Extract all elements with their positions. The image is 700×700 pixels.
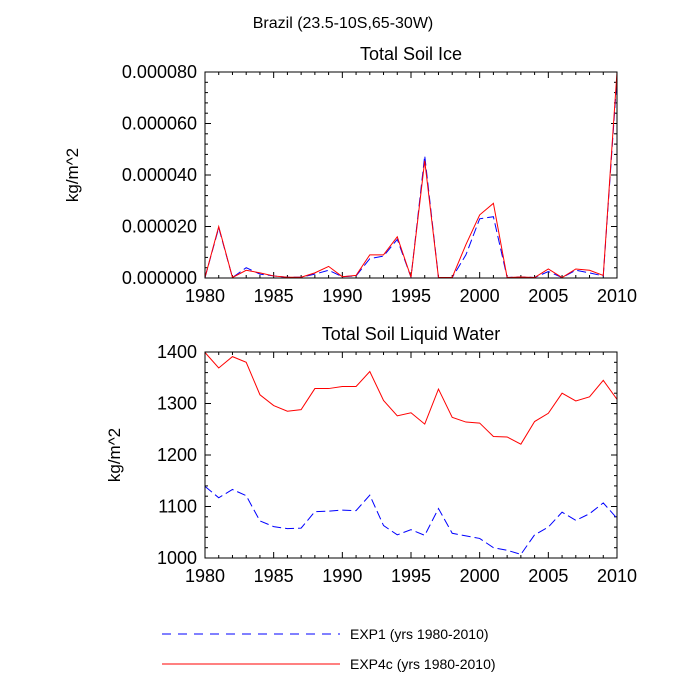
- x-tick-label: 2005: [528, 286, 568, 306]
- panel-total-soil-liquid-water: Total Soil Liquid Water kg/m^2 1980 1985 199…: [105, 324, 637, 586]
- legend-label: EXP4c (yrs 1980-2010): [350, 656, 496, 672]
- y-tick-label: 0.000020: [122, 217, 197, 237]
- y-axis-label: kg/m^2: [105, 428, 124, 482]
- series-line-exp1: [204, 486, 618, 555]
- x-tick-label: 1990: [322, 286, 362, 306]
- legend-label: EXP1 (yrs 1980-2010): [350, 626, 489, 642]
- series-line-exp4c: [204, 352, 618, 445]
- series-line-exp1: [204, 77, 618, 279]
- x-tick-label: 1995: [391, 286, 431, 306]
- y-tick-label: 1300: [157, 394, 197, 414]
- plot-frame: [204, 351, 618, 559]
- y-tick-label: 0.000040: [122, 165, 197, 185]
- y-tick-label: 1000: [157, 548, 197, 568]
- x-tick-label: 2010: [597, 566, 637, 586]
- x-tick-label: 2000: [460, 286, 500, 306]
- y-tick-label: 0.000080: [122, 62, 197, 82]
- legend: EXP1 (yrs 1980-2010) EXP4c (yrs 1980-2010…: [162, 626, 496, 672]
- panel-title: Total Soil Ice: [360, 44, 462, 64]
- y-tick-label: 0.000060: [122, 114, 197, 134]
- x-tick-label: 2010: [597, 286, 637, 306]
- panel-total-soil-ice: Total Soil Ice kg/m^2 1980 1985 1990 1995 2000…: [63, 44, 637, 306]
- x-tick-label: 2000: [460, 566, 500, 586]
- x-tick-label: 1985: [254, 286, 294, 306]
- y-tick-label: 1400: [157, 342, 197, 362]
- figure-title: Brazil (23.5-10S,65-30W): [253, 15, 434, 32]
- y-axis-label: kg/m^2: [63, 148, 82, 202]
- series-line-exp4c: [204, 71, 618, 279]
- y-tick-label: 1100: [158, 497, 197, 517]
- y-tick-label: 1200: [157, 445, 197, 465]
- panel-title: Total Soil Liquid Water: [322, 324, 500, 344]
- x-tick-label: 1985: [254, 566, 294, 586]
- x-tick-label: 1980: [185, 566, 225, 586]
- plot-frame: [204, 71, 618, 279]
- x-tick-label: 2005: [528, 566, 568, 586]
- x-tick-label: 1995: [391, 566, 431, 586]
- x-tick-label: 1980: [185, 286, 225, 306]
- x-tick-label: 1990: [322, 566, 362, 586]
- y-tick-label: 0.000000: [122, 268, 197, 288]
